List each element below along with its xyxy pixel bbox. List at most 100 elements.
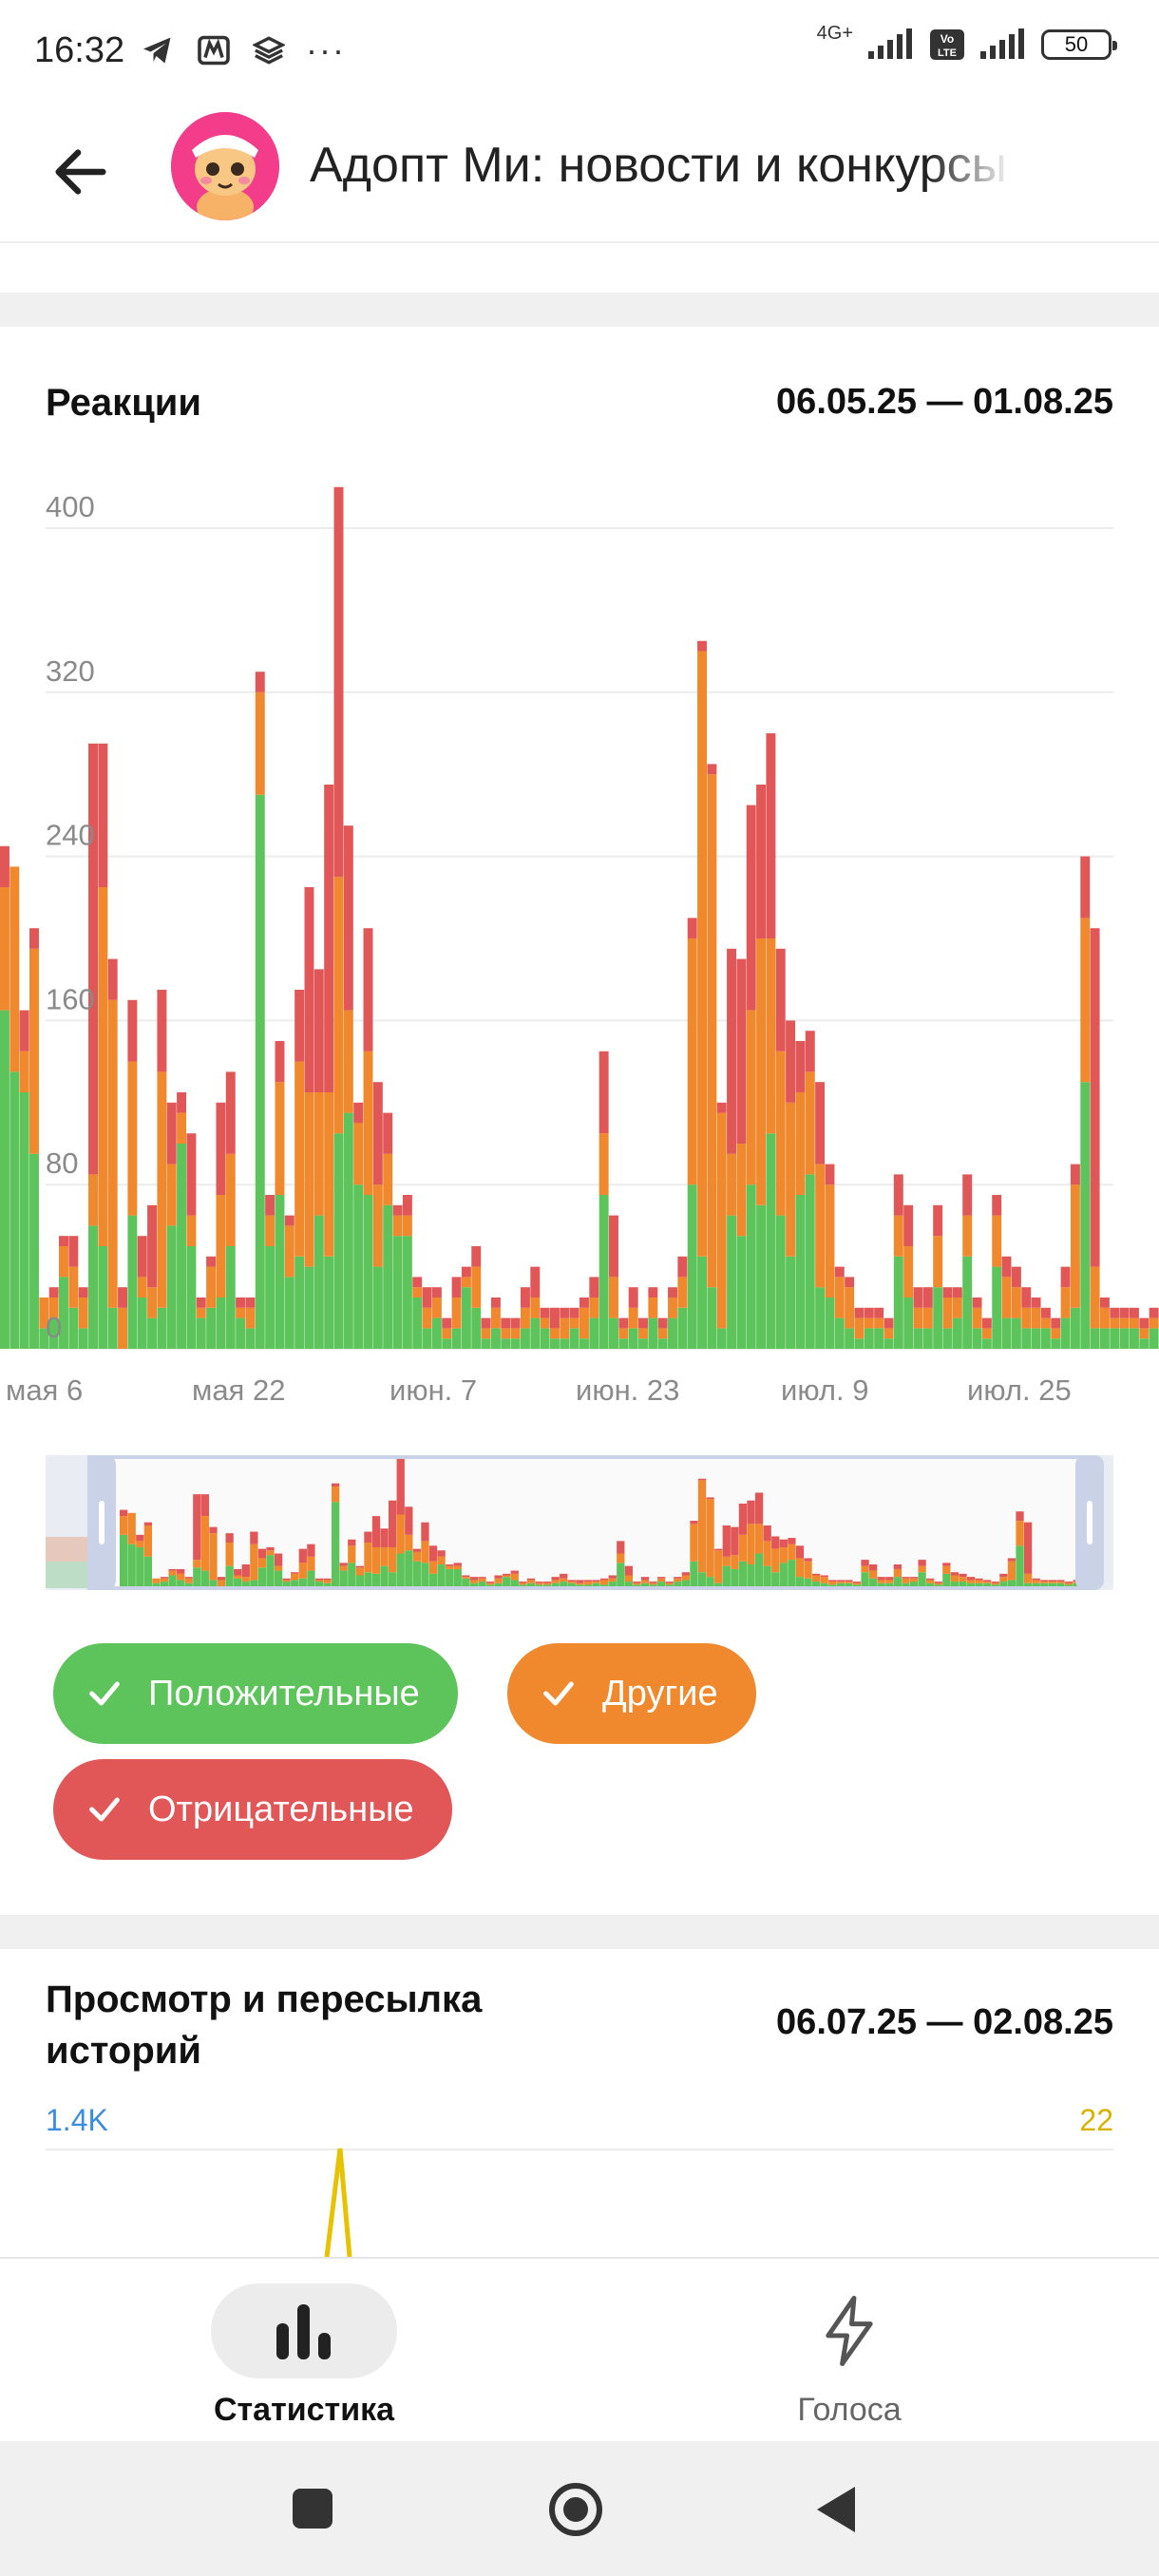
bar-segment-positive: [59, 1277, 68, 1349]
bar-segment-negative: [1149, 1307, 1159, 1318]
channel-title[interactable]: Адопт Ми: новости и конкурсы: [310, 138, 1008, 193]
home-button[interactable]: [547, 2481, 604, 2538]
reactions-date-range[interactable]: 06.05.25 — 01.08.25: [776, 382, 1113, 422]
bar-segment-other: [284, 1225, 294, 1278]
channel-avatar[interactable]: [171, 112, 279, 220]
checkmark-icon: [89, 1681, 120, 1706]
bar-segment-positive: [687, 1184, 697, 1349]
tab-boosts[interactable]: Голоса: [756, 2259, 942, 2443]
bar-segment-positive: [177, 1144, 187, 1349]
navigator-bar-positive: [526, 1582, 536, 1586]
reactions-chart[interactable]: 0 80 160 240 320 400 мая 6 мая 22 июн. 7 июн. 23 и…: [0, 456, 1159, 1415]
bar-segment-negative: [186, 1133, 197, 1216]
bar-segment-other: [127, 1061, 138, 1216]
bar-segment-negative: [265, 1195, 276, 1216]
back-arrow-icon[interactable]: [48, 139, 114, 205]
bar-segment-positive: [206, 1307, 217, 1349]
navigator-bar-other: [1016, 1521, 1024, 1546]
tab-statistics[interactable]: Статистика: [211, 2259, 397, 2443]
navigator-bar-negative: [120, 1509, 128, 1517]
navigator-bar-other: [747, 1524, 755, 1565]
bar-segment-positive: [589, 1317, 599, 1349]
navigator-bar-positive: [706, 1577, 714, 1586]
bar-segment-other: [392, 1215, 403, 1237]
chart-range-navigator[interactable]: [46, 1455, 1113, 1590]
bar-segment-positive: [638, 1338, 648, 1349]
legend-other-chip[interactable]: Другие: [507, 1643, 756, 1744]
navigator-bar-negative: [852, 1582, 862, 1583]
bar-segment-negative: [363, 928, 373, 1051]
navigator-bar-other: [804, 1561, 812, 1579]
navigator-bar-negative: [462, 1575, 470, 1578]
navigator-bar-negative: [567, 1580, 576, 1582]
navigator-bar-positive: [250, 1580, 258, 1586]
bar-segment-other: [304, 1092, 314, 1267]
navigator-bar-negative: [323, 1578, 332, 1581]
bar-segment-positive: [609, 1317, 618, 1349]
bar-segment-other: [59, 1246, 68, 1278]
bar-segment-other: [78, 1297, 88, 1329]
bar-segment-other: [520, 1307, 530, 1329]
navigator-bar-positive: [478, 1582, 486, 1586]
navigator-bar-negative: [706, 1497, 714, 1500]
bar-segment-negative: [48, 1287, 59, 1297]
bar-segment-negative: [1099, 1297, 1110, 1308]
bar-segment-positive: [942, 1328, 953, 1349]
navigator-bar-negative: [731, 1526, 739, 1556]
navigator-bar-other: [836, 1582, 845, 1583]
back-button[interactable]: [815, 2485, 857, 2534]
navigator-bar-negative: [241, 1564, 250, 1578]
bar-segment-other: [236, 1307, 246, 1318]
bar-segment-positive: [981, 1338, 992, 1349]
bar-segment-negative: [451, 1277, 462, 1297]
navigator-bar-positive: [234, 1578, 242, 1586]
bar-segment-negative: [412, 1277, 423, 1288]
bar-segment-positive: [127, 1215, 138, 1349]
navigator-bar-other: [339, 1565, 348, 1571]
navigator-bar-other: [877, 1580, 885, 1583]
bar-segment-negative: [324, 785, 334, 1092]
bar-segment-negative: [353, 1102, 364, 1124]
navigator-bar-positive: [722, 1565, 731, 1586]
legend-negative-chip[interactable]: Отрицательные: [53, 1759, 452, 1860]
bar-segment-other: [314, 1092, 324, 1216]
navigator-bar-other: [542, 1582, 552, 1585]
navigator-bar-negative: [348, 1539, 356, 1546]
bar-segment-positive: [1031, 1328, 1041, 1349]
navigator-bar-positive: [697, 1572, 707, 1586]
navigator-bar-negative: [738, 1504, 748, 1535]
bar-segment-negative: [884, 1317, 894, 1329]
navigator-bar-other: [136, 1541, 144, 1547]
navigator-bar-other: [478, 1578, 486, 1582]
bar-segment-positive: [884, 1338, 894, 1349]
bar-segment-negative: [166, 1102, 177, 1165]
stories-date-range[interactable]: 06.07.25 — 02.08.25: [776, 2002, 1113, 2042]
legend-positive-chip[interactable]: Положительные: [53, 1643, 458, 1744]
bar-segment-positive: [598, 1195, 609, 1349]
navigator-bar-negative: [811, 1573, 821, 1576]
navigator-bar-negative: [983, 1580, 992, 1582]
navigator-bar-other: [617, 1553, 625, 1563]
bar-segment-other: [786, 1102, 796, 1257]
bar-segment-negative: [903, 1204, 914, 1246]
navigator-bar-negative: [478, 1577, 486, 1579]
navigator-bar-other: [649, 1582, 657, 1585]
navigator-dim-left: [46, 1455, 89, 1590]
navigator-bar-other: [494, 1578, 503, 1583]
x-tick-label: июн. 23: [576, 1373, 679, 1407]
navigator-bar-other: [389, 1546, 397, 1573]
bar-segment-negative: [972, 1297, 982, 1308]
bar-segment-positive: [372, 1266, 383, 1349]
stories-left-axis-value: 1.4K: [46, 2103, 108, 2137]
navigator-bar-other: [1064, 1582, 1074, 1585]
signal-icon: [868, 28, 912, 59]
bar-segment-negative: [815, 1082, 826, 1165]
network-type: 4G+: [816, 22, 853, 44]
bar-segment-negative: [609, 1215, 618, 1278]
navigator-bar-other: [690, 1524, 698, 1562]
section-divider: [0, 293, 1159, 327]
bar-segment-positive: [157, 1307, 167, 1349]
bar-segment-other: [383, 1153, 393, 1205]
navigator-bar-other: [983, 1582, 992, 1583]
recent-apps-button[interactable]: [291, 2487, 334, 2530]
